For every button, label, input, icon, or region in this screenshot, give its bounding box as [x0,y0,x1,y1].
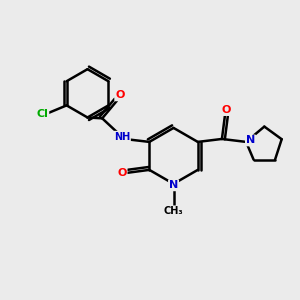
Text: O: O [222,105,231,115]
Text: N: N [246,135,255,146]
Text: CH₃: CH₃ [164,206,183,216]
Text: NH: NH [114,132,130,142]
Text: O: O [115,90,124,100]
Text: N: N [169,180,178,190]
Text: O: O [117,168,127,178]
Text: Cl: Cl [37,109,48,119]
